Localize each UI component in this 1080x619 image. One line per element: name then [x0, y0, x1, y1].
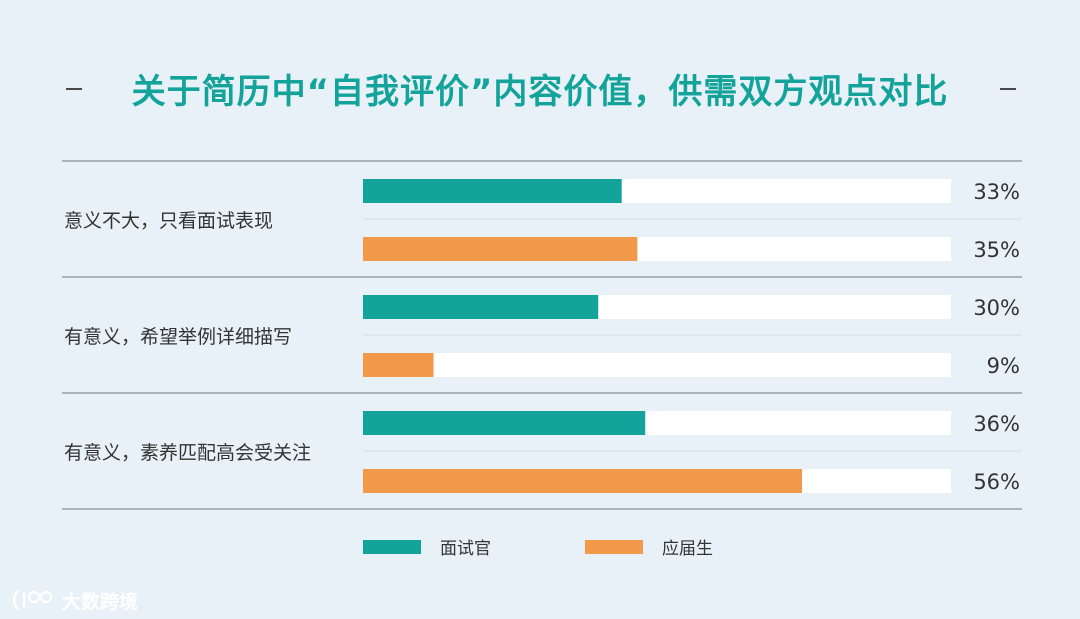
chart-bars: [363, 179, 951, 493]
chart-legend: 面试官 应届生: [363, 539, 713, 559]
title-dash-right: [1000, 88, 1016, 90]
chart-title-row: 关于简历中“自我评价”内容价值，供需双方观点对比: [0, 60, 1080, 116]
bar-graduate: [363, 469, 803, 493]
value-label: 9%: [987, 354, 1020, 378]
value-label: 36%: [973, 412, 1020, 436]
value-label: 33%: [973, 180, 1020, 204]
legend-swatch: [585, 540, 643, 554]
legend-label: 应届生: [662, 539, 713, 559]
bar-interviewer: [363, 411, 646, 435]
legend-label: 面试官: [440, 539, 491, 559]
chart-rules: [62, 160, 1022, 510]
category-label: 意义不大，只看面试表现: [64, 210, 273, 232]
value-label: 30%: [973, 296, 1020, 320]
bar-graduate: [363, 237, 638, 261]
logo-text: 大数跨境: [62, 590, 139, 613]
value-label: 35%: [973, 238, 1020, 262]
bar-graduate: [363, 353, 434, 377]
dashuju-logo-icon: [13, 589, 53, 611]
brand-logo: 大数跨境: [12, 586, 138, 614]
chart-labels: 意义不大，只看面试表现 33% 35% 有意义，希望举例详细描写 30% 9% 有意义，素养…: [64, 180, 1020, 494]
bar-interviewer: [363, 295, 599, 319]
bar-interviewer: [363, 179, 622, 203]
category-label: 有意义，素养匹配高会受关注: [64, 442, 311, 464]
bar-track: [363, 353, 951, 377]
value-label: 56%: [973, 470, 1020, 494]
legend-swatch: [363, 540, 421, 554]
chart-title: 关于简历中“自我评价”内容价值，供需双方观点对比: [131, 72, 949, 112]
category-label: 有意义，希望举例详细描写: [64, 326, 292, 348]
title-dash-left: [66, 88, 82, 90]
